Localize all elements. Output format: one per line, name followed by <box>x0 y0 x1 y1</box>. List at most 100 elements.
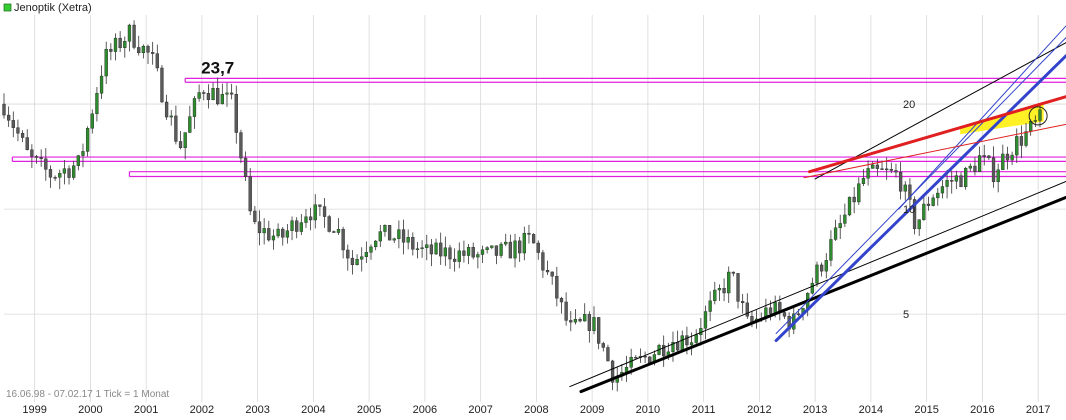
candle-body <box>936 192 940 199</box>
candle-body <box>1005 153 1010 161</box>
candle-body <box>318 204 322 207</box>
chart-title: Jenoptik (Xetra) <box>14 2 92 14</box>
candle-body <box>62 168 67 174</box>
x-tick-label: 2000 <box>78 404 102 416</box>
candle-body <box>11 120 15 128</box>
candle-body <box>959 175 963 188</box>
y-tick-label: 5 <box>903 309 909 321</box>
candle-body <box>713 289 717 302</box>
candle-body <box>648 356 652 364</box>
candle-body <box>127 24 132 42</box>
candle-body <box>285 230 290 238</box>
candle-body <box>448 247 452 260</box>
candle-body <box>685 335 689 346</box>
candle-body <box>518 240 522 254</box>
candle-body <box>597 317 601 344</box>
candle-body <box>857 183 861 203</box>
candle-body <box>137 47 141 54</box>
candle-body <box>7 114 11 121</box>
candle-body <box>531 234 536 244</box>
candle-body <box>192 98 197 117</box>
candle-body <box>174 115 178 142</box>
candle-body <box>81 151 85 156</box>
candle-body <box>694 334 698 343</box>
candle-body <box>592 317 596 331</box>
candle-body <box>852 196 856 203</box>
candle-body <box>555 275 559 299</box>
candle-body <box>871 164 875 169</box>
candle-body <box>508 241 513 259</box>
candle-body <box>290 220 294 231</box>
candle-body <box>262 228 266 234</box>
candle-body <box>819 264 824 272</box>
candle-body <box>118 37 122 48</box>
candle-body <box>1015 136 1019 156</box>
candle-body <box>257 221 262 234</box>
candle-body <box>689 342 694 346</box>
candle-body <box>466 247 471 256</box>
candle-body <box>717 288 722 291</box>
x-tick-label: 1999 <box>22 404 46 416</box>
trend-line-blue <box>898 25 1066 210</box>
candle-body <box>945 180 949 187</box>
candle-body <box>810 282 814 294</box>
x-tick-label: 2013 <box>803 404 827 416</box>
candles <box>2 20 1042 392</box>
candle-body <box>838 223 842 229</box>
candle-body <box>1019 136 1024 146</box>
candle-body <box>476 254 480 258</box>
candle-body <box>392 238 396 241</box>
candle-body <box>401 229 406 243</box>
candle-body <box>425 244 429 248</box>
candle-body <box>569 320 573 323</box>
trend-line-black <box>569 180 1066 388</box>
candle-body <box>954 175 959 182</box>
candle-body <box>132 24 136 48</box>
candle-body <box>680 335 684 351</box>
candle-body <box>206 93 211 101</box>
x-tick-label: 2009 <box>580 404 604 416</box>
candle-body <box>996 169 1000 183</box>
candle-body <box>225 92 229 95</box>
candle-body <box>541 252 545 271</box>
candle-body <box>397 229 401 239</box>
candle-body <box>346 249 350 259</box>
horizontal-lines <box>11 77 1066 178</box>
candle-body <box>406 237 410 243</box>
candle-body <box>903 184 907 192</box>
y-tick-labels: 5 10 20 <box>903 99 915 321</box>
candle-body <box>610 360 615 383</box>
candle-body <box>629 357 633 368</box>
candle-body <box>248 176 252 212</box>
candle-body <box>183 132 187 149</box>
candle-body <box>471 247 475 258</box>
candle-body <box>973 165 977 172</box>
candle-body <box>420 247 424 249</box>
candle-body <box>968 165 972 169</box>
trend-line-black <box>814 42 1066 180</box>
candle-body <box>559 297 564 303</box>
candle-body <box>434 242 438 255</box>
candle-body <box>499 243 503 256</box>
candle-body <box>829 239 833 261</box>
candle-body <box>843 214 847 224</box>
candle-body <box>99 75 104 94</box>
candle-body <box>931 197 935 206</box>
candle-body <box>355 259 359 266</box>
candle-body <box>341 229 345 251</box>
y-tick-label: 10 <box>903 204 915 216</box>
candle-body <box>308 216 313 221</box>
candle-body <box>30 149 34 157</box>
candle-body <box>1001 153 1005 171</box>
candle-body <box>847 196 852 216</box>
candle-body <box>452 258 457 262</box>
candle-body <box>926 203 931 206</box>
candle-body <box>146 45 150 53</box>
candle-body <box>67 168 71 178</box>
candle-body <box>313 204 317 221</box>
x-tick-label: 2003 <box>245 404 269 416</box>
candle-body <box>141 45 146 54</box>
candle-body <box>736 273 740 302</box>
highlight-circle <box>1028 106 1048 126</box>
